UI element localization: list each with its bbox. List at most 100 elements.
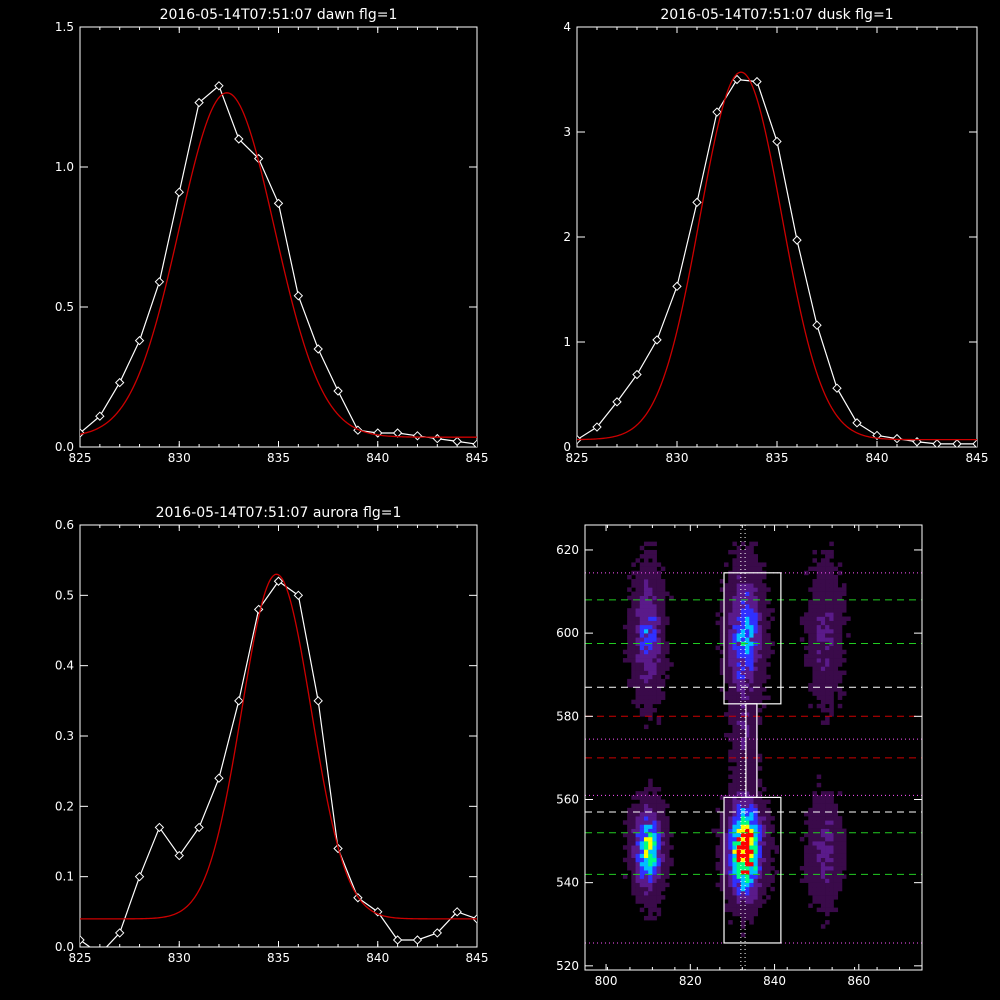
heatmap-cell (648, 666, 653, 671)
heatmap-cell (829, 645, 834, 651)
heatmap-cell (820, 641, 826, 646)
heatmap-cell (829, 861, 834, 867)
heatmap-cell (749, 562, 754, 567)
heatmap-cell (711, 828, 716, 834)
heatmap-cell (660, 824, 666, 829)
heatmap-cell (660, 645, 666, 651)
heatmap-cell (648, 824, 653, 829)
heatmap-cell (719, 608, 725, 613)
heatmap-cell (825, 811, 830, 817)
heatmap-cell (728, 670, 733, 676)
heatmap-cell (749, 587, 754, 592)
heatmap-cell (732, 728, 737, 734)
heatmap-cell (808, 832, 813, 838)
heatmap-cell (749, 612, 754, 617)
heatmap-cell (639, 649, 645, 655)
heatmap-cell (770, 836, 775, 842)
heatmap-cell (724, 857, 729, 863)
data-point (472, 439, 477, 447)
heatmap-cell (627, 836, 632, 842)
heatmap-cell (753, 770, 759, 775)
heatmap-cell (639, 824, 645, 829)
x-tick-label: 835 (766, 451, 789, 465)
heatmap-cell (740, 583, 746, 588)
heatmap-cell (825, 558, 830, 563)
heatmap-cell (812, 791, 817, 796)
heatmap-cell (837, 691, 843, 696)
heatmap-cell (825, 836, 830, 842)
heatmap-cell (740, 674, 746, 680)
heatmap-cell (770, 641, 775, 646)
heatmap-cell (833, 658, 839, 663)
heatmap-cell (652, 633, 657, 638)
heatmap-cell (761, 599, 767, 605)
heatmap-cell (732, 562, 737, 567)
heatmap-cell (745, 878, 750, 883)
heatmap-cell (719, 604, 725, 609)
heatmap-cell (724, 824, 729, 829)
heatmap-cell (627, 616, 632, 621)
heatmap-cell (732, 628, 737, 634)
heatmap-cell (736, 853, 742, 859)
heatmap-cell (732, 653, 737, 659)
heatmap-cell (660, 579, 666, 584)
heatmap-cell (740, 724, 746, 730)
heatmap-cell (635, 624, 641, 630)
heatmap-cell (808, 641, 813, 646)
heatmap-cell (820, 895, 826, 900)
heatmap-cell (665, 866, 670, 871)
heatmap-cell (829, 857, 834, 863)
heatmap-cell (745, 770, 750, 775)
heatmap-cell (732, 824, 737, 829)
y-tick-label: 580 (556, 709, 579, 723)
heatmap-cell (728, 712, 733, 717)
heatmap-cell (643, 620, 649, 626)
heatmap-cell (719, 836, 725, 842)
heatmap-cell (639, 683, 645, 688)
heatmap-cell (757, 824, 763, 829)
data-point (234, 696, 244, 706)
heatmap-cell (652, 915, 657, 921)
heatmap-cell (766, 620, 771, 626)
heatmap-cell (728, 683, 733, 688)
heatmap-cell (740, 762, 746, 767)
heatmap-cell (639, 562, 645, 567)
data-point (672, 281, 682, 292)
peak-marker (736, 845, 749, 850)
heatmap-cell (833, 566, 839, 572)
heatmap-cell (829, 890, 834, 896)
heatmap-cell (643, 604, 649, 609)
heatmap-cell (745, 866, 750, 871)
heatmap-cell (660, 628, 666, 634)
heatmap-cell (724, 695, 729, 700)
y-tick-label: 560 (556, 792, 579, 806)
heatmap-cell (719, 649, 725, 655)
heatmap-cell (736, 549, 742, 555)
heatmap-cell (719, 599, 725, 605)
heatmap-cell (825, 683, 830, 688)
heatmap-cell (643, 554, 649, 559)
heatmap-cell (660, 886, 666, 892)
heatmap-cell (757, 895, 763, 900)
heatmap-cell (665, 849, 670, 854)
heatmap-cell (816, 795, 822, 800)
heatmap-cell (652, 666, 657, 671)
heatmap-cell (753, 907, 759, 913)
heatmap-cell (652, 549, 657, 555)
heatmap-cell (719, 824, 725, 829)
heatmap-cell (833, 595, 839, 601)
heatmap-cell (736, 649, 742, 655)
heatmap-cell (757, 803, 763, 809)
heatmap-cell (740, 807, 746, 813)
heatmap-cell (808, 683, 813, 688)
heatmap-cell (825, 645, 830, 651)
heatmap-cell (656, 878, 662, 883)
heatmap-cell (631, 583, 636, 588)
heatmap-cell (753, 649, 759, 655)
heatmap-cell (648, 795, 653, 800)
heatmap-cell (808, 861, 813, 867)
heatmap-cell (820, 907, 826, 913)
heatmap-cell (761, 637, 767, 642)
heatmap-cell (732, 778, 737, 784)
